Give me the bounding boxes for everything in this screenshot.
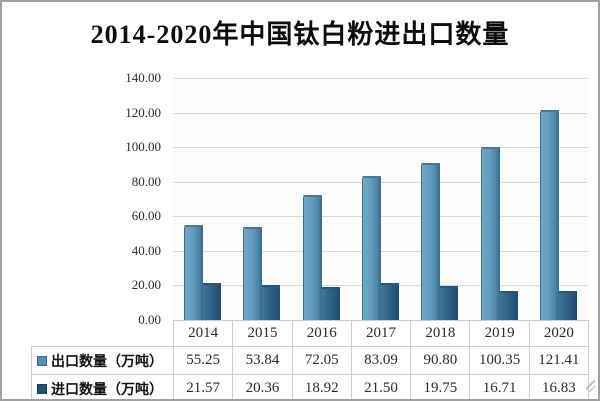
import-legend-swatch-icon	[37, 384, 47, 395]
export-bar-2014	[184, 224, 204, 320]
value-cell-2014-export: 55.25	[172, 346, 234, 375]
value-cell-2019-import: 16.71	[469, 374, 530, 399]
table-corner-blank	[32, 321, 174, 347]
value-cell-2018-export: 90.80	[410, 346, 471, 375]
export-legend-swatch-icon	[37, 356, 47, 367]
bar-group-2019	[470, 146, 529, 320]
year-header-2018: 2018	[410, 320, 471, 347]
import-bar-2019	[499, 291, 518, 320]
value-cell-2017-export: 83.09	[350, 346, 412, 375]
value-cell-2017-import: 21.50	[350, 374, 412, 399]
import-bar-2015	[262, 284, 281, 320]
year-header-2019: 2019	[469, 320, 530, 347]
bar-group-2017	[351, 176, 410, 320]
export-bar-2018	[421, 163, 441, 320]
value-cell-2014-import: 21.57	[172, 374, 234, 399]
import-bar-2018	[440, 285, 459, 320]
bar-group-2016	[292, 195, 351, 320]
import-bar-2020	[558, 290, 577, 320]
import-bar-2014	[203, 282, 222, 320]
y-tick-label-140: 140.00	[125, 70, 161, 85]
bar-group-2018	[410, 163, 469, 320]
bar-group-2015	[232, 226, 291, 320]
value-cell-2016-import: 18.92	[291, 374, 352, 399]
export-bar-2020	[539, 110, 559, 320]
y-tick-label-100: 100.00	[125, 139, 161, 155]
import-bar-2016	[321, 287, 340, 320]
import-bar-2017	[381, 282, 400, 320]
y-tick-label-120: 120.00	[125, 104, 161, 120]
gridline-100	[173, 147, 588, 149]
year-header-2015: 2015	[232, 320, 293, 347]
y-tick-label-20: 20.00	[131, 277, 161, 293]
table-row: 出口数量（万吨） 55.25 53.84 72.05 83.09 90.80 100.35 1…	[31, 346, 590, 375]
export-bar-2016	[302, 195, 322, 320]
export-bar-2015	[243, 226, 263, 320]
bar-group-2014	[173, 224, 232, 320]
gridline-120	[173, 112, 588, 114]
y-tick-label-80: 80.00	[131, 173, 161, 189]
value-cell-2015-import: 20.36	[232, 374, 293, 399]
export-bar-2019	[480, 146, 500, 320]
y-tick-label-0: 0.00	[138, 312, 161, 327]
plot-area	[173, 78, 588, 320]
value-cell-2020-export: 121.41	[528, 346, 590, 375]
y-axis-labels: 140.00 120.00 100.00 80.00 60.00 40.00 20.00 0.…	[60, 70, 165, 327]
year-header-2016: 2016	[291, 320, 352, 347]
table-row: 进口数量（万吨） 21.57 20.36 18.92 21.50 19.75 16.71 16…	[31, 374, 590, 399]
export-bar-2017	[362, 176, 382, 320]
value-cell-2016-export: 72.05	[291, 346, 352, 375]
value-cell-2018-import: 19.75	[410, 374, 471, 399]
year-header-2020: 2020	[528, 320, 590, 347]
y-tick-label-60: 60.00	[131, 208, 161, 224]
year-header-2014: 2014	[172, 320, 234, 347]
bar-group-2020	[529, 110, 588, 320]
gridline-140	[173, 78, 588, 79]
year-header-2017: 2017	[350, 320, 412, 347]
legend-import: 进口数量（万吨）	[31, 374, 174, 399]
value-cell-2015-export: 53.84	[232, 346, 293, 375]
legend-label: 出口数量（万吨）	[51, 354, 163, 370]
y-tick-label-40: 40.00	[131, 242, 161, 258]
legend-export: 出口数量（万吨）	[31, 346, 174, 375]
data-table: 2014 2015 2016 2017 2018 2019 2020 出口数量（万吨） 55.2…	[31, 320, 590, 399]
value-cell-2019-export: 100.35	[469, 346, 530, 375]
legend-label: 进口数量（万吨）	[51, 382, 163, 398]
watermark-mark	[586, 380, 595, 392]
value-cell-2020-import: 16.83	[528, 374, 590, 399]
chart-title: 2014-2020年中国钛白粉进出口数量	[90, 20, 510, 49]
